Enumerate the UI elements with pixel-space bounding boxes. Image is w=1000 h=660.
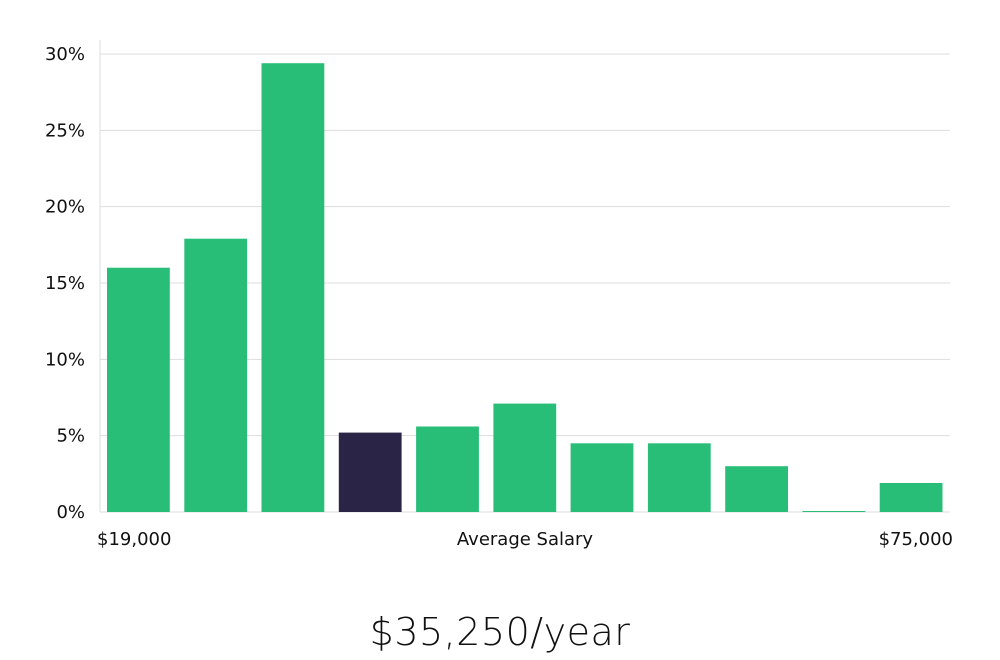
y-tick-label: 5% bbox=[56, 426, 85, 447]
bar bbox=[107, 267, 170, 512]
bar-highlighted bbox=[338, 432, 402, 512]
y-tick-label: 10% bbox=[45, 349, 85, 370]
bar bbox=[647, 443, 711, 512]
y-tick-label: 0% bbox=[56, 502, 85, 523]
bars bbox=[107, 63, 943, 512]
x-axis-max-label: $75,000 bbox=[878, 529, 953, 550]
x-axis-title: Average Salary bbox=[456, 529, 594, 550]
bar bbox=[261, 63, 325, 512]
bar bbox=[802, 511, 866, 512]
average-salary-value: $35,250/year bbox=[369, 610, 631, 654]
bar bbox=[725, 466, 788, 512]
bar bbox=[416, 426, 479, 512]
y-tick-label: 30% bbox=[45, 44, 85, 65]
bar bbox=[184, 238, 248, 512]
y-tick-label: 20% bbox=[45, 197, 85, 218]
bar bbox=[570, 443, 634, 512]
y-axis-ticks: 0% 5% 10% 15% 20% 25% 30% bbox=[45, 44, 85, 523]
bar bbox=[493, 403, 557, 512]
y-tick-label: 25% bbox=[45, 120, 85, 141]
bar bbox=[879, 483, 943, 512]
salary-histogram: 0% 5% 10% 15% 20% 25% 30% bbox=[45, 40, 950, 523]
y-tick-label: 15% bbox=[45, 273, 85, 294]
x-axis-min-label: $19,000 bbox=[97, 529, 172, 550]
